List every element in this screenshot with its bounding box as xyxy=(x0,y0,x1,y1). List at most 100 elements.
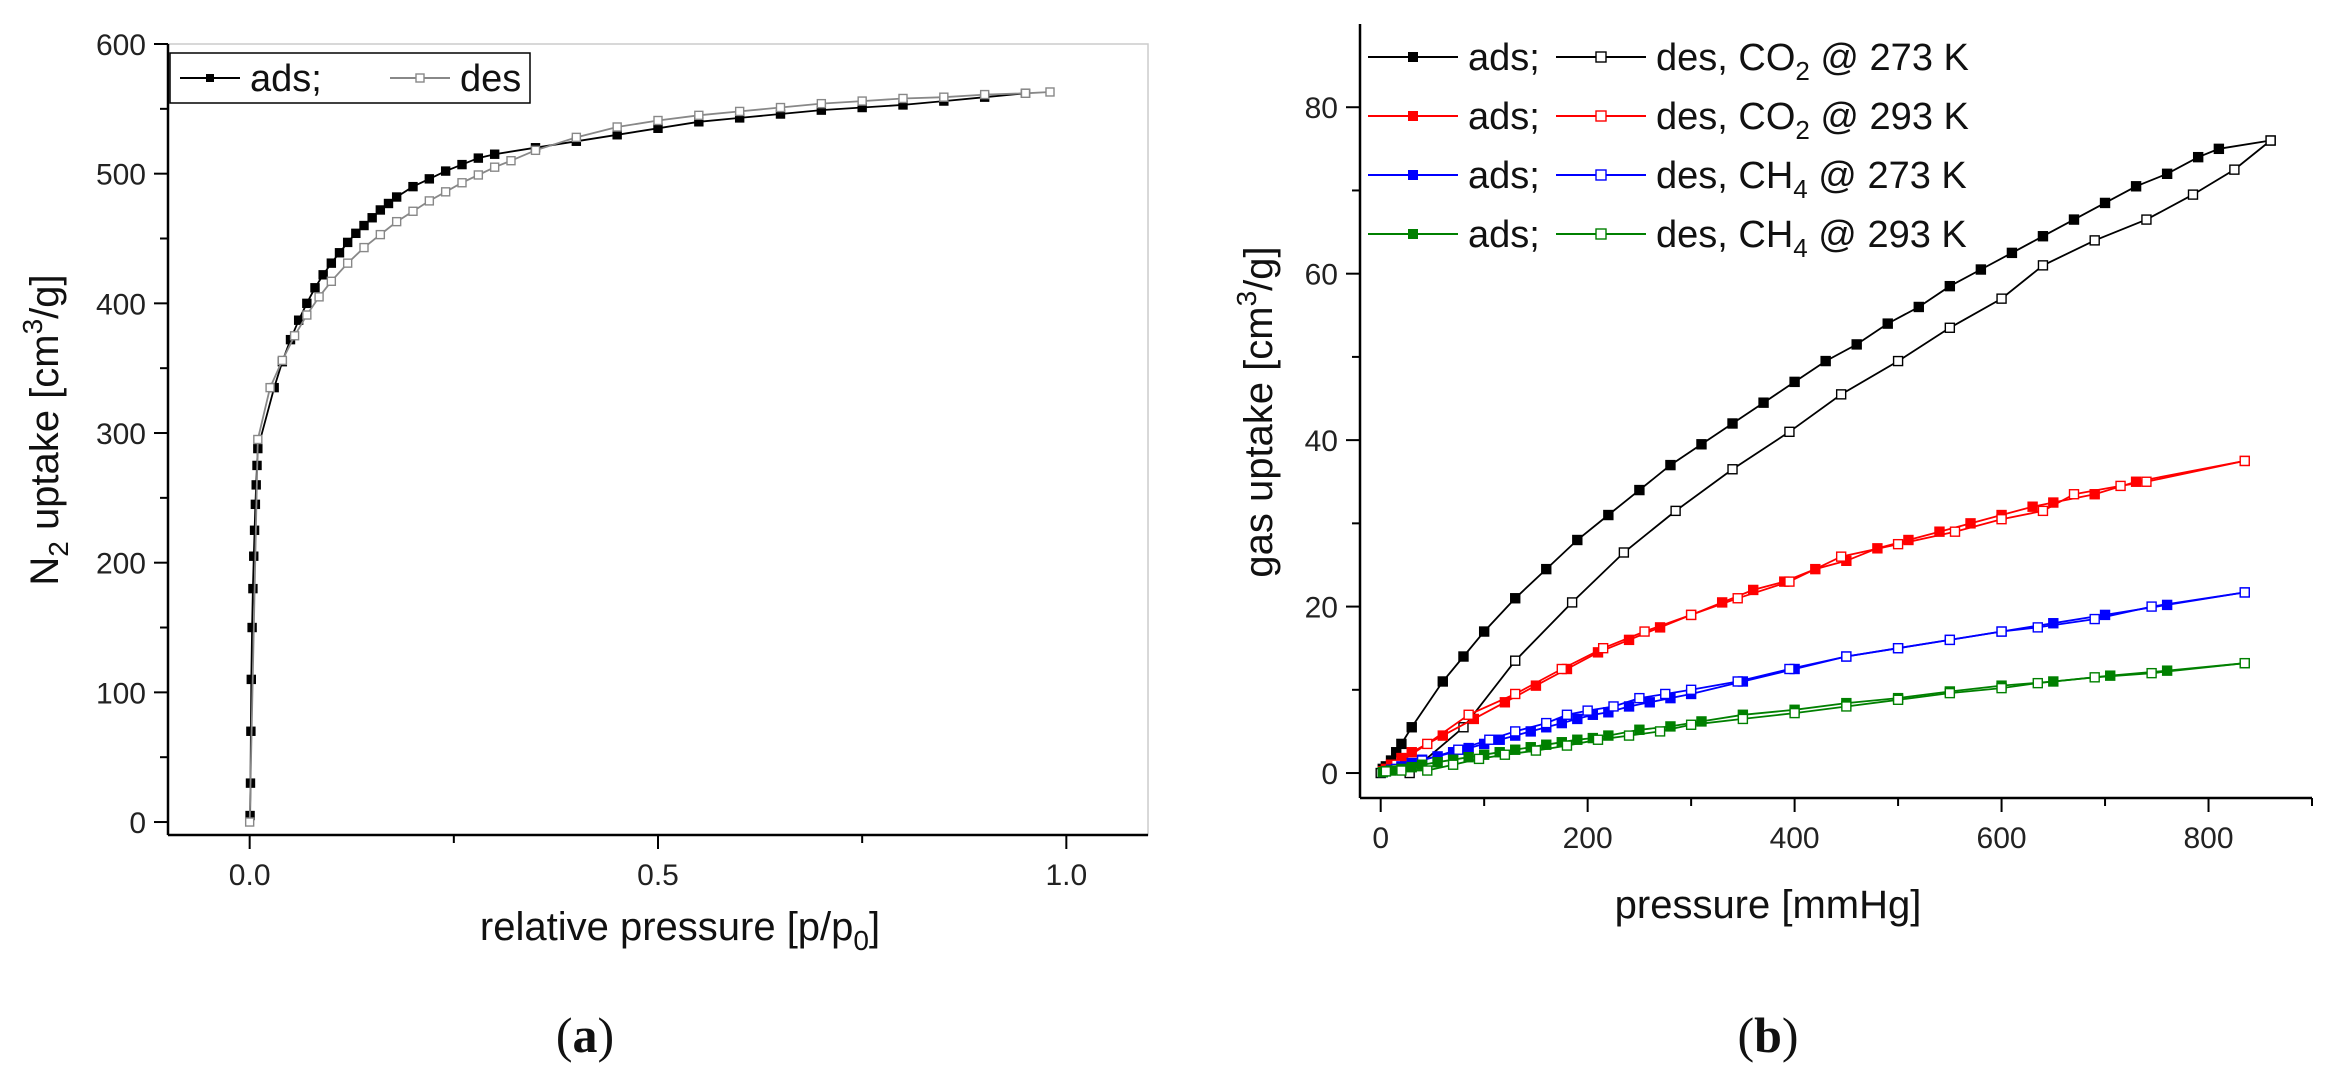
data-point xyxy=(314,292,324,302)
data-point xyxy=(653,115,663,126)
data-point xyxy=(1996,513,2007,525)
data-point xyxy=(1758,397,1769,408)
data-point xyxy=(1396,738,1407,750)
data-point xyxy=(1572,534,1583,546)
data-point xyxy=(2068,489,2080,500)
y-axis-label-text: /g] xyxy=(1237,246,1281,290)
data-point xyxy=(302,310,312,320)
legend-label-ads: ads; xyxy=(1468,96,1540,138)
data-point xyxy=(1996,682,2007,694)
data-point xyxy=(1892,355,1904,367)
data-point xyxy=(359,242,369,253)
legend-marker-des xyxy=(1595,51,1607,63)
data-point xyxy=(249,551,259,561)
data-point xyxy=(1530,745,1542,756)
data-point xyxy=(2130,181,2142,192)
data-point xyxy=(1835,389,1847,400)
legend-label-text: des, CO xyxy=(1656,37,1795,79)
data-point xyxy=(1996,293,2007,304)
legend-label-ads: ads; xyxy=(1468,37,1540,79)
data-point xyxy=(342,258,353,268)
data-point xyxy=(367,213,377,223)
legend-label-text: @ 293 K xyxy=(1810,96,1969,138)
data-point xyxy=(1556,663,1567,675)
data-point xyxy=(571,132,582,143)
data-point xyxy=(1045,87,1055,97)
x-axis-label-text: ] xyxy=(869,905,880,949)
data-point xyxy=(1447,759,1459,770)
data-point xyxy=(1406,722,1417,733)
data-point xyxy=(457,178,467,188)
data-point xyxy=(1892,538,1904,550)
y-axis-label-subscript: 2 xyxy=(43,541,74,557)
data-point xyxy=(250,499,261,510)
panel-label-paren: ) xyxy=(598,1007,615,1063)
data-point xyxy=(653,123,663,133)
legend-label-text: des, CH xyxy=(1656,214,1793,256)
data-point xyxy=(1608,701,1619,712)
legend-label-subscript: 2 xyxy=(1795,115,1809,145)
data-point xyxy=(2068,214,2080,225)
x-tick-label: 600 xyxy=(1977,822,2027,855)
data-point xyxy=(293,315,304,325)
legend-marker-des xyxy=(1595,169,1607,181)
series-line xyxy=(248,91,1051,823)
data-point xyxy=(473,153,484,163)
y-axis-label-text: N xyxy=(23,557,67,586)
legend-label-des: des, CH4 @ 273 K xyxy=(1656,155,1967,204)
data-point xyxy=(1541,717,1552,729)
data-point xyxy=(1592,734,1604,745)
x-tick-label: 1.0 xyxy=(1045,859,1087,892)
data-point xyxy=(1913,301,1924,313)
series-line xyxy=(1382,460,2245,773)
y-axis-label-text: uptake [cm xyxy=(23,334,67,541)
series-ads-ch4-273-k xyxy=(1377,587,2250,778)
y-tick-label: 200 xyxy=(96,548,146,581)
data-point xyxy=(489,149,500,159)
data-point xyxy=(1499,749,1511,760)
series-des-co2-273-k xyxy=(1375,135,2276,779)
data-point xyxy=(2099,609,2111,621)
data-point xyxy=(1670,505,1681,517)
data-point xyxy=(2089,672,2100,683)
data-point xyxy=(506,156,516,166)
legend-label-subscript: 4 xyxy=(1793,233,1807,263)
data-point xyxy=(1437,676,1448,687)
panel-label-letter: b xyxy=(1754,1007,1782,1063)
data-point xyxy=(2141,476,2152,487)
data-point xyxy=(898,93,908,104)
data-point xyxy=(1944,280,1956,292)
chart-panel-b: 0 200 400 600 800 0 20 40 60 80 pressure [mmHg] gas… xyxy=(1231,24,2313,1063)
data-point xyxy=(2229,164,2240,175)
data-point xyxy=(2239,657,2250,669)
data-point xyxy=(1789,707,1800,719)
data-point xyxy=(1639,626,1650,637)
data-point xyxy=(1975,264,1987,275)
data-point xyxy=(1727,418,1738,429)
data-point xyxy=(1406,762,1417,773)
data-point xyxy=(1784,663,1795,675)
data-point xyxy=(248,583,258,594)
data-point xyxy=(1944,322,1956,333)
data-point xyxy=(1665,459,1676,471)
data-point xyxy=(1996,626,2007,637)
data-point xyxy=(1789,376,1800,388)
data-point xyxy=(1422,765,1433,776)
y-axis-label-superscript: 3 xyxy=(17,319,48,335)
series-line xyxy=(1385,662,2245,773)
panel-label-paren: ) xyxy=(1782,1007,1799,1063)
data-point xyxy=(265,382,275,393)
legend-marker-ads xyxy=(206,74,214,82)
y-tick-label: 500 xyxy=(96,159,146,192)
data-point xyxy=(1660,688,1671,700)
series-line xyxy=(1395,591,2245,770)
legend-marker-des xyxy=(1595,110,1607,122)
data-point xyxy=(1510,726,1521,737)
data-point xyxy=(408,206,418,216)
data-point xyxy=(1473,753,1485,765)
y-axis-label-text: gas uptake [cm xyxy=(1237,306,1281,577)
data-point xyxy=(408,181,418,192)
legend-label-text: @ 293 K xyxy=(1808,214,1967,256)
data-point xyxy=(2187,189,2199,200)
data-point xyxy=(1484,734,1495,745)
